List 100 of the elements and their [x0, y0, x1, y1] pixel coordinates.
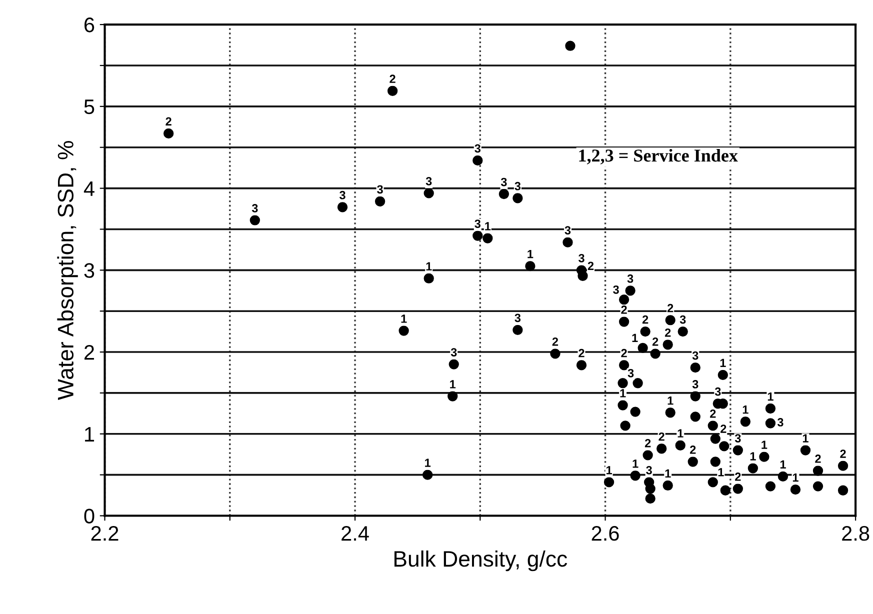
- point: [625, 286, 636, 296]
- text: 3: [252, 204, 258, 212]
- point: [565, 40, 576, 51]
- point: [638, 342, 648, 354]
- point: [632, 378, 643, 388]
- text: 1: [768, 392, 774, 401]
- text: 2: [621, 348, 627, 358]
- point: [765, 418, 776, 428]
- text: 1: [762, 440, 768, 449]
- text: 3: [692, 351, 698, 360]
- text: 2: [664, 328, 671, 337]
- annotation: 1,2,3 = Service Index: [579, 148, 738, 164]
- point: [662, 340, 673, 350]
- text: 1: [802, 434, 808, 442]
- text: 2: [588, 262, 594, 270]
- text: 3: [627, 274, 634, 283]
- text: 1: [450, 380, 456, 388]
- point: [250, 215, 260, 226]
- text: 1: [718, 468, 724, 476]
- text: 3: [734, 434, 741, 442]
- point: [765, 403, 776, 414]
- y-tick-label: 1: [85, 427, 94, 442]
- text: 1: [668, 396, 674, 405]
- series-label: 1: [632, 334, 638, 342]
- y-tick-label: 4: [84, 182, 94, 196]
- point: [718, 370, 728, 380]
- text: 2: [578, 348, 584, 358]
- y-tick-label: 2: [84, 345, 94, 360]
- point: [620, 420, 630, 431]
- point: [675, 440, 686, 450]
- x-tick-label: 2.2: [91, 526, 118, 541]
- point: [740, 416, 751, 427]
- text: 1: [632, 460, 638, 468]
- point: [838, 460, 848, 471]
- point: [472, 230, 483, 241]
- point: [710, 456, 720, 467]
- point: [630, 470, 640, 481]
- point: [398, 326, 409, 336]
- point: [498, 188, 510, 200]
- point: [665, 315, 676, 326]
- point: [642, 450, 653, 460]
- point: [512, 193, 523, 204]
- text: 3: [613, 285, 619, 294]
- point: [387, 86, 398, 96]
- text: 1: [426, 262, 432, 270]
- point: [748, 463, 758, 474]
- point: [710, 434, 720, 444]
- text: 1: [401, 314, 407, 323]
- point: [645, 484, 656, 494]
- y-tick-label: 5: [84, 100, 94, 114]
- text: 3: [500, 178, 507, 186]
- text: 1: [528, 250, 534, 258]
- y-axis-title: Water Absorption, SSD, %: [57, 141, 78, 400]
- point: [678, 326, 688, 337]
- text: 3: [474, 144, 481, 153]
- point: [618, 316, 630, 327]
- point: [708, 477, 718, 488]
- text: 3: [426, 177, 432, 186]
- text: 3: [714, 387, 721, 396]
- text: 1: [620, 389, 626, 398]
- text: 3: [680, 315, 686, 324]
- point: [800, 445, 811, 456]
- point: [790, 484, 801, 495]
- point: [618, 360, 630, 370]
- text: 2: [621, 306, 627, 314]
- point: [812, 481, 824, 492]
- text: 2: [667, 304, 674, 312]
- point: [604, 477, 614, 488]
- point: [778, 471, 788, 482]
- text: 2: [840, 450, 846, 458]
- point: [424, 188, 434, 198]
- point: [719, 441, 730, 452]
- point: [374, 196, 386, 206]
- text: 2: [815, 454, 821, 463]
- point: [448, 391, 458, 402]
- text: 1: [780, 460, 786, 469]
- point: [525, 260, 536, 272]
- point: [650, 348, 660, 359]
- point: [759, 452, 770, 462]
- point: [482, 233, 493, 244]
- text: 2: [735, 472, 741, 481]
- text: 3: [564, 226, 571, 235]
- point: [550, 348, 560, 359]
- point: [690, 362, 700, 373]
- point: [732, 484, 744, 494]
- y-tick-label: 0: [84, 508, 94, 524]
- point: [562, 237, 573, 248]
- point: [576, 360, 587, 370]
- point: [708, 420, 718, 431]
- text: 1: [485, 222, 491, 230]
- text: 2: [658, 432, 664, 441]
- text: 3: [578, 254, 584, 262]
- text: 3: [474, 220, 481, 228]
- text: 2: [642, 315, 648, 324]
- point: [688, 456, 698, 467]
- point: [448, 359, 459, 370]
- point: [630, 406, 640, 417]
- x-tick-label: 2.8: [842, 526, 870, 541]
- text: 1: [606, 466, 612, 474]
- point: [690, 391, 700, 402]
